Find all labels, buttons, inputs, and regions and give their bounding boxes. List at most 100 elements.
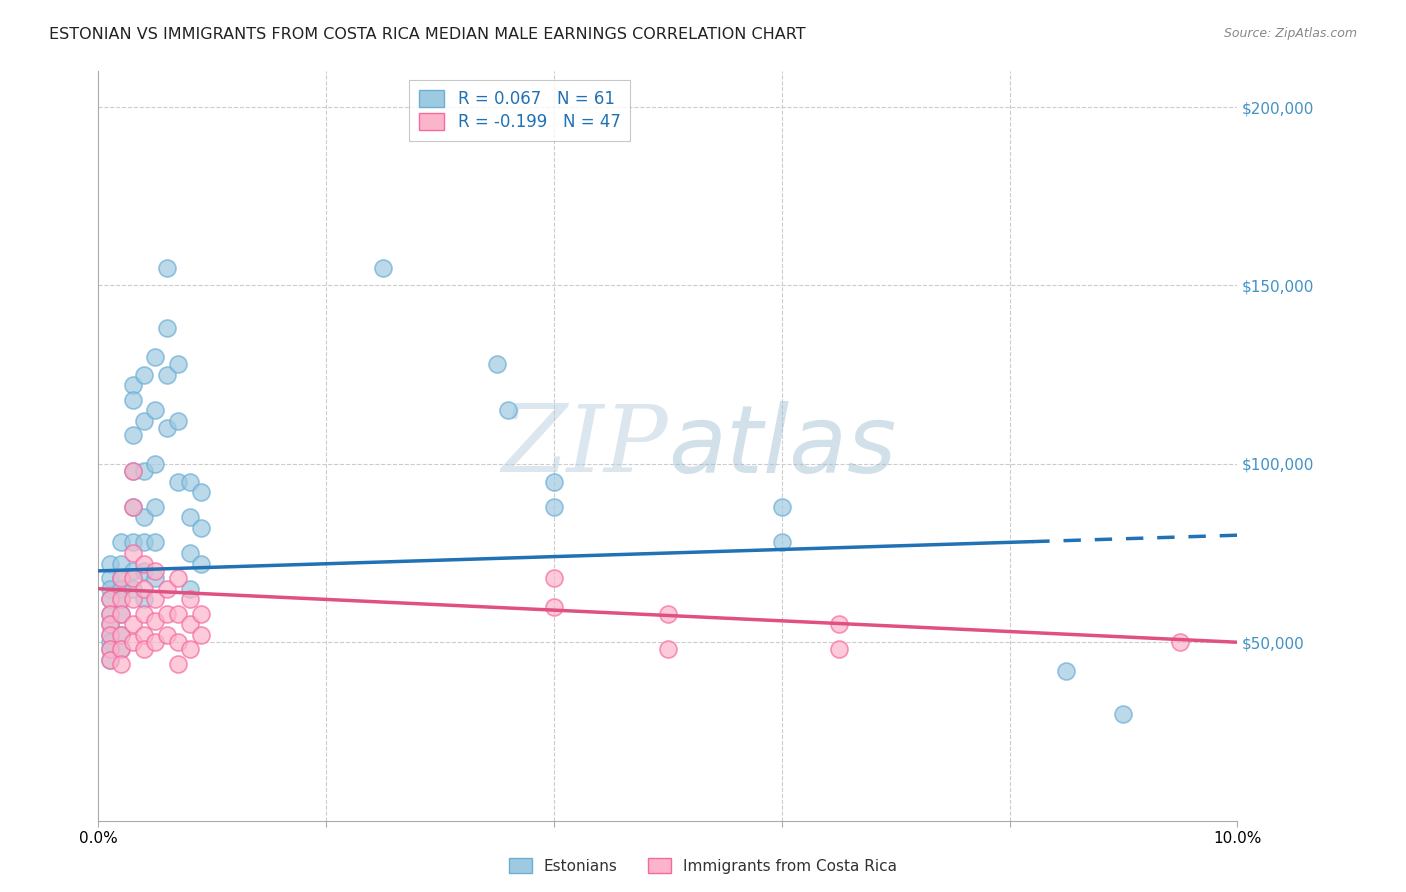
Point: [145, 564, 167, 578]
Point: [110, 607, 132, 621]
Point: [98, 653, 121, 667]
Point: [145, 350, 167, 364]
Point: [110, 557, 132, 571]
Point: [132, 564, 155, 578]
Point: [190, 557, 212, 571]
Point: [110, 592, 132, 607]
Point: [132, 535, 155, 549]
Point: [98, 617, 121, 632]
Point: [179, 475, 201, 489]
Point: [98, 557, 121, 571]
Point: [132, 592, 155, 607]
Point: [98, 592, 121, 607]
Point: [167, 607, 190, 621]
Point: [132, 464, 155, 478]
Point: [145, 535, 167, 549]
Point: [1056, 664, 1078, 678]
Point: [145, 635, 167, 649]
Point: [98, 592, 121, 607]
Point: [770, 535, 793, 549]
Point: [110, 592, 132, 607]
Point: [145, 500, 167, 514]
Point: [190, 628, 212, 642]
Point: [132, 628, 155, 642]
Point: [110, 582, 132, 596]
Point: [167, 414, 190, 428]
Point: [98, 628, 121, 642]
Point: [543, 571, 565, 585]
Point: [110, 571, 132, 585]
Point: [1170, 635, 1192, 649]
Point: [132, 582, 155, 596]
Point: [498, 403, 520, 417]
Point: [110, 628, 132, 642]
Point: [132, 642, 155, 657]
Text: ESTONIAN VS IMMIGRANTS FROM COSTA RICA MEDIAN MALE EARNINGS CORRELATION CHART: ESTONIAN VS IMMIGRANTS FROM COSTA RICA M…: [49, 27, 806, 42]
Point: [770, 500, 793, 514]
Point: [167, 357, 190, 371]
Point: [156, 421, 179, 435]
Point: [828, 617, 851, 632]
Point: [179, 592, 201, 607]
Point: [121, 464, 143, 478]
Point: [121, 378, 143, 392]
Point: [145, 403, 167, 417]
Point: [110, 628, 132, 642]
Point: [543, 475, 565, 489]
Point: [98, 653, 121, 667]
Point: [121, 428, 143, 442]
Point: [167, 571, 190, 585]
Point: [373, 260, 395, 275]
Text: ZIP: ZIP: [501, 401, 668, 491]
Point: [132, 557, 155, 571]
Text: Source: ZipAtlas.com: Source: ZipAtlas.com: [1223, 27, 1357, 40]
Point: [121, 582, 143, 596]
Point: [179, 617, 201, 632]
Point: [179, 642, 201, 657]
Point: [98, 642, 121, 657]
Point: [98, 607, 121, 621]
Point: [1112, 706, 1135, 721]
Point: [121, 535, 143, 549]
Point: [179, 510, 201, 524]
Point: [543, 599, 565, 614]
Point: [156, 628, 179, 642]
Legend: Estonians, Immigrants from Costa Rica: Estonians, Immigrants from Costa Rica: [502, 852, 904, 880]
Point: [98, 607, 121, 621]
Point: [145, 614, 167, 628]
Point: [121, 464, 143, 478]
Point: [121, 635, 143, 649]
Point: [121, 500, 143, 514]
Point: [156, 321, 179, 335]
Point: [486, 357, 509, 371]
Point: [543, 500, 565, 514]
Point: [110, 571, 132, 585]
Point: [145, 571, 167, 585]
Point: [167, 657, 190, 671]
Point: [121, 546, 143, 560]
Point: [121, 392, 143, 407]
Point: [156, 582, 179, 596]
Point: [121, 500, 143, 514]
Text: atlas: atlas: [668, 401, 896, 491]
Point: [657, 642, 679, 657]
Point: [167, 635, 190, 649]
Legend: R = 0.067   N = 61, R = -0.199   N = 47: R = 0.067 N = 61, R = -0.199 N = 47: [409, 79, 630, 141]
Point: [657, 607, 679, 621]
Point: [190, 485, 212, 500]
Point: [121, 592, 143, 607]
Point: [98, 617, 121, 632]
Point: [132, 368, 155, 382]
Point: [132, 510, 155, 524]
Point: [179, 582, 201, 596]
Point: [190, 521, 212, 535]
Point: [167, 475, 190, 489]
Point: [121, 617, 143, 632]
Point: [145, 592, 167, 607]
Point: [98, 642, 121, 657]
Point: [98, 635, 121, 649]
Point: [156, 260, 179, 275]
Point: [145, 457, 167, 471]
Point: [828, 642, 851, 657]
Point: [156, 368, 179, 382]
